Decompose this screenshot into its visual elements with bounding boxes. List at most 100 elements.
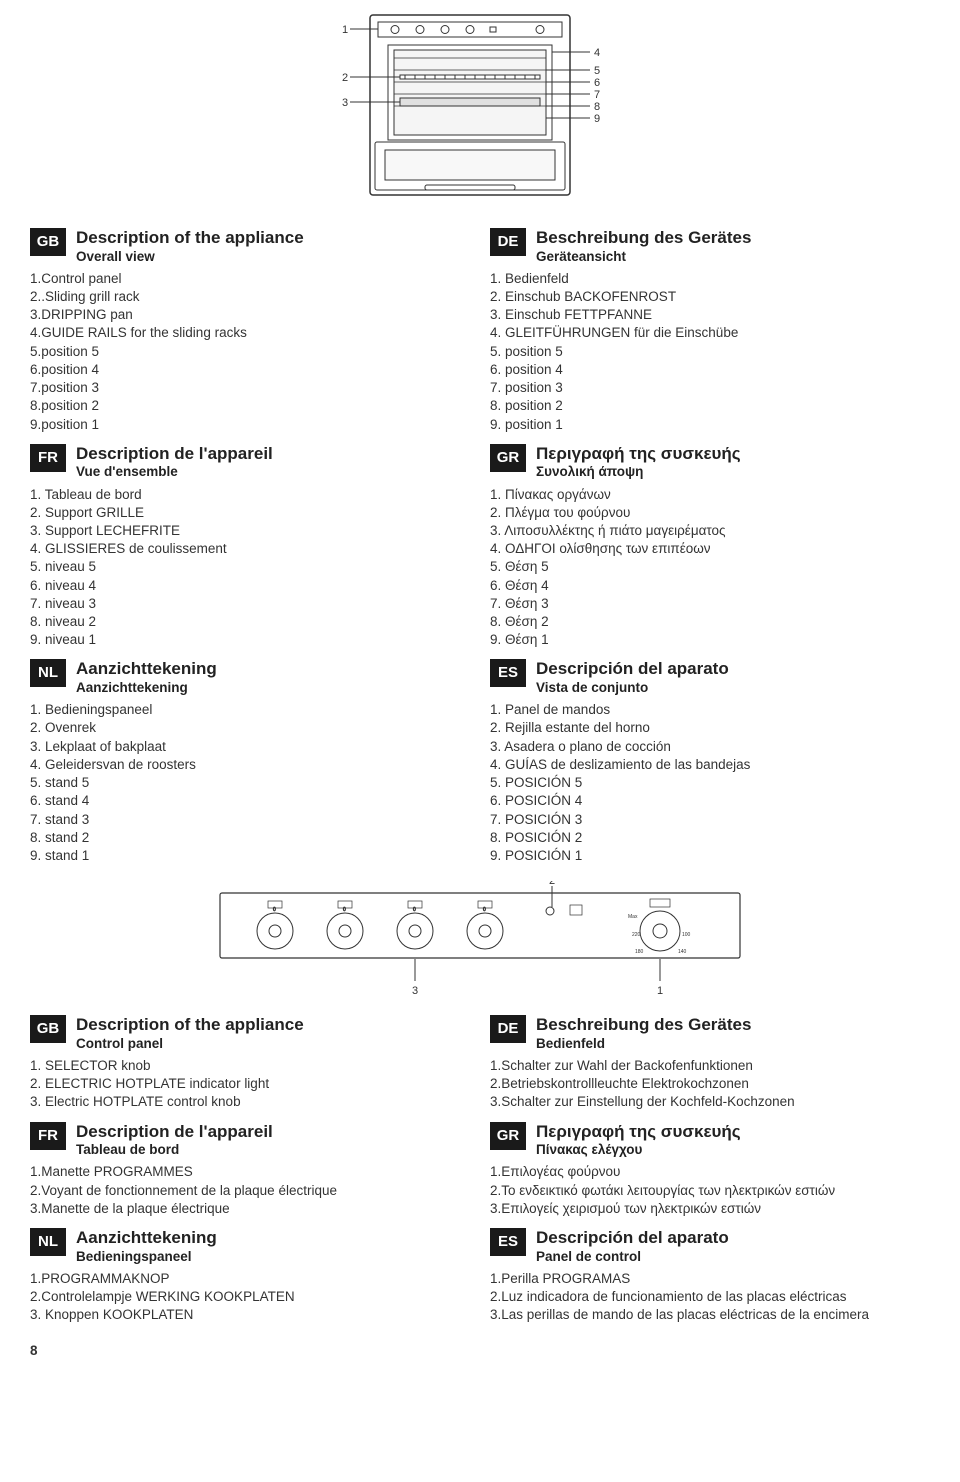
list-item: 5.position 5 (30, 343, 470, 361)
svg-text:0: 0 (413, 907, 416, 913)
list-item: 1.Perilla PROGRAMAS (490, 1270, 930, 1288)
list-item: 9. Θέση 1 (490, 631, 930, 649)
list-item: 2. Ovenrek (30, 719, 470, 737)
list-item: 8. stand 2 (30, 829, 470, 847)
list-item: 4. GUÍAS de deslizamiento de las bandeja… (490, 756, 930, 774)
section-items: 1.Επιλογέας φούρνου2.Το ενδεικτικό φωτάκ… (490, 1163, 930, 1218)
page-number: 8 (30, 1342, 930, 1360)
language-section: ESDescripción del aparatoVista de conjun… (490, 659, 930, 865)
svg-text:Max: Max (628, 914, 638, 920)
section-title: Aanzichttekening (76, 659, 217, 679)
right-column-2: DEBeschreibung des GerätesBedienfeld1.Sc… (490, 1015, 930, 1334)
list-item: 1. Bedieningspaneel (30, 701, 470, 719)
list-item: 4. ΟΔΗΓΟΙ ολίσθησης των επιπέοων (490, 540, 930, 558)
section-items: 1.PROGRAMMAKNOP2.Controlelampje WERKING … (30, 1270, 470, 1325)
section-items: 1.Control panel2..Sliding grill rack3.DR… (30, 270, 470, 434)
language-section: DEBeschreibung des GerätesBedienfeld1.Sc… (490, 1015, 930, 1111)
language-section: FRDescription de l'appareilTableau de bo… (30, 1122, 470, 1218)
section-titles: Beschreibung des GerätesGeräteansicht (536, 228, 751, 266)
section-header: GRΠεριγραφή της συσκευήςΠίνακας ελέγχου (490, 1122, 930, 1160)
list-item: 2.Controlelampje WERKING KOOKPLATEN (30, 1288, 470, 1306)
list-item: 1.PROGRAMMAKNOP (30, 1270, 470, 1288)
list-item: 9. position 1 (490, 416, 930, 434)
control-panel-diagram: 0000 180 140 220 100 Max 2 3 1 (30, 881, 930, 1001)
language-badge: GR (490, 1122, 526, 1150)
list-item: 3. Asadera o plano de cocción (490, 738, 930, 756)
left-column: GB Description of the applianceOverall vi… (30, 228, 470, 875)
list-item: 9. stand 1 (30, 847, 470, 865)
section-items: 1.Perilla PROGRAMAS2.Luz indicadora de f… (490, 1270, 930, 1325)
section-titles: Descripción del aparatoPanel de control (536, 1228, 729, 1266)
callout-8: 8 (594, 101, 600, 113)
callout-2: 2 (342, 72, 348, 84)
section-items: 1.Manette PROGRAMMES2.Voyant de fonction… (30, 1163, 470, 1218)
panel-callout-3: 3 (412, 985, 418, 997)
section-titles: Beschreibung des GerätesBedienfeld (536, 1015, 751, 1053)
language-badge: DE (490, 228, 526, 256)
panel-callout-1: 1 (657, 985, 663, 997)
list-item: 5. position 5 (490, 343, 930, 361)
callout-4: 4 (594, 47, 600, 59)
svg-text:0: 0 (483, 907, 486, 913)
section-items: 1. Bedienfeld2. Einschub BACKOFENROST3. … (490, 270, 930, 434)
oven-diagram: 1 2 3 4 5 6 7 8 9 (30, 10, 930, 210)
section-title: Περιγραφή της συσκευής (536, 444, 741, 464)
section-header: GRΠεριγραφή της συσκευήςΣυνολική άποψη (490, 444, 930, 482)
list-item: 1. Πίνακας οργάνων (490, 486, 930, 504)
right-column: DE Beschreibung des GerätesGeräteansicht 1… (490, 228, 930, 875)
section-subtitle: Συνολική άποψη (536, 463, 741, 481)
list-item: 1. Bedienfeld (490, 270, 930, 288)
section-subtitle: Πίνακας ελέγχου (536, 1141, 741, 1159)
list-item: 3.Schalter zur Einstellung der Kochfeld-… (490, 1093, 930, 1111)
list-item: 9. niveau 1 (30, 631, 470, 649)
list-item: 6. Θέση 4 (490, 577, 930, 595)
list-item: 3. Electric HOTPLATE control knob (30, 1093, 470, 1111)
callout-3: 3 (342, 97, 348, 109)
panel-svg: 0000 180 140 220 100 Max 2 3 1 (160, 881, 800, 1001)
list-item: 8. position 2 (490, 397, 930, 415)
language-section: GRΠεριγραφή της συσκευήςΣυνολική άποψη 1.… (490, 444, 930, 650)
language-section: FRDescription de l'appareilVue d'ensembl… (30, 444, 470, 650)
section-title: Description of the appliance (76, 1015, 304, 1035)
list-item: 7. stand 3 (30, 811, 470, 829)
language-section: ESDescripción del aparatoPanel de contro… (490, 1228, 930, 1324)
section-items: 1.Schalter zur Wahl der Backofenfunktion… (490, 1057, 930, 1112)
section-header: FRDescription de l'appareilVue d'ensembl… (30, 444, 470, 482)
list-item: 5. Θέση 5 (490, 558, 930, 576)
list-item: 1. SELECTOR knob (30, 1057, 470, 1075)
callout-5: 5 (594, 65, 600, 77)
list-item: 2. Πλέγμα του φούρνου (490, 504, 930, 522)
section-subtitle: Panel de control (536, 1248, 729, 1266)
list-item: 5. niveau 5 (30, 558, 470, 576)
language-section: GB Description of the applianceOverall vi… (30, 228, 470, 434)
language-section: GB Description of the applianceControl pa… (30, 1015, 470, 1111)
section-header: GB Description of the applianceControl pa… (30, 1015, 470, 1053)
panel-callout-2: 2 (549, 881, 555, 887)
list-item: 7. position 3 (490, 379, 930, 397)
language-badge: GB (30, 228, 66, 256)
list-item: 1. Tableau de bord (30, 486, 470, 504)
svg-text:0: 0 (273, 907, 276, 913)
list-item: 2.Betriebskontrollleuchte Elektrokochzon… (490, 1075, 930, 1093)
section-header: NLAanzichttekeningAanzichttekening (30, 659, 470, 697)
list-item: 8.position 2 (30, 397, 470, 415)
list-item: 3. Einschub FETTPFANNE (490, 306, 930, 324)
svg-text:180: 180 (635, 949, 644, 955)
section-title: Description of the appliance (76, 228, 304, 248)
section-subtitle: Vue d'ensemble (76, 463, 273, 481)
list-item: 2. Einschub BACKOFENROST (490, 288, 930, 306)
section-title: Description de l'appareil (76, 444, 273, 464)
list-item: 7. niveau 3 (30, 595, 470, 613)
oven-svg: 1 2 3 4 5 6 7 8 9 (290, 10, 670, 210)
list-item: 2. Rejilla estante del horno (490, 719, 930, 737)
section-subtitle: Control panel (76, 1035, 304, 1053)
section-subtitle: Overall view (76, 248, 304, 266)
svg-text:220: 220 (632, 932, 641, 938)
list-item: 6.position 4 (30, 361, 470, 379)
list-item: 1.Control panel (30, 270, 470, 288)
list-item: 4. GLEITFÜHRUNGEN für die Einschübe (490, 324, 930, 342)
list-item: 6. stand 4 (30, 792, 470, 810)
language-badge: GB (30, 1015, 66, 1043)
columns-overall-view: GB Description of the applianceOverall vi… (30, 228, 930, 875)
section-title: Beschreibung des Gerätes (536, 228, 751, 248)
